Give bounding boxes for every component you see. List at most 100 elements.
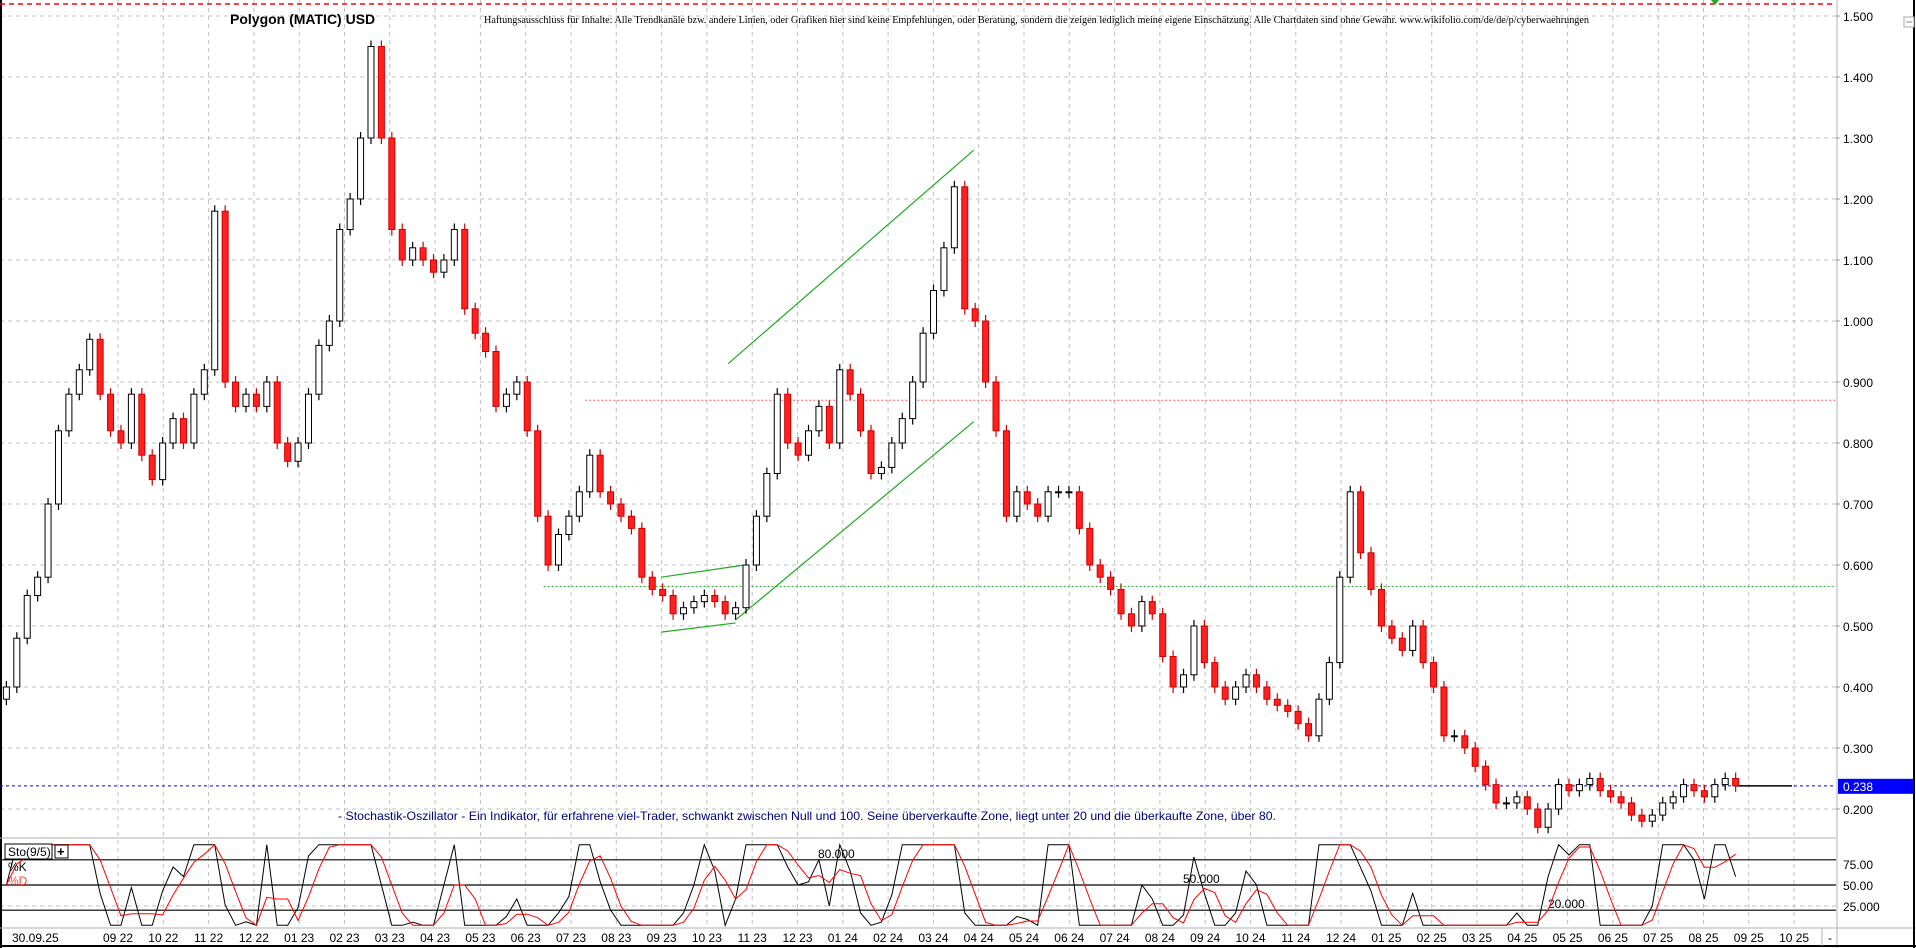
disclaimer-text: Haftungsausschluss für Inhalte: Alle Tre… [484,14,1589,26]
xtick-label: 02 24 [873,931,903,945]
candle-up [1648,814,1656,822]
candle-down [1252,674,1260,688]
candle-up [919,332,927,383]
candle-up [836,369,844,444]
xtick-label: 07 23 [556,931,586,945]
candle-down [252,393,260,407]
candle-up [294,442,302,462]
candle-down [284,442,292,462]
candle-down [1419,625,1427,664]
candle-down [1034,503,1042,517]
candle-down [1388,625,1396,639]
candle-down [1305,723,1313,737]
candle-up [1336,576,1344,664]
candle-down [607,491,615,505]
xtick-label: 11 24 [1281,931,1310,945]
candle-down [492,351,500,407]
candle-up [86,338,94,371]
candle-down [1565,784,1573,792]
xtick-label: 01 25 [1371,931,1401,945]
candle-down [544,515,552,566]
candle-down [523,381,531,432]
candle-down [429,259,437,273]
candle-down [1627,802,1635,816]
stoch-axis-label: 75.00 [1843,858,1873,872]
candle-down [857,393,865,432]
stochastic-panel: 80.000 50.000 20.000 75.00 50.00 25.000 [0,842,1880,928]
chart-title: Polygon (MATIC) USD [230,11,375,27]
candle-up [1575,784,1583,792]
candle-up [190,393,198,444]
ytick-label: 1.000 [1843,315,1873,329]
candle-down [1148,601,1156,615]
candle-up [1055,491,1063,494]
add-indicator-button[interactable] [54,844,69,859]
candle-down [1169,656,1177,688]
ytick-label: 0.900 [1843,376,1873,390]
candle-down [794,442,802,456]
xtick-label: 08 23 [601,931,631,945]
candle-down [971,308,979,322]
candle-up [554,534,562,566]
candle-down [1075,491,1083,529]
candle-up [680,607,688,615]
candle-down [232,381,240,407]
candle-down [1200,625,1208,664]
xtick-label: 01 23 [284,931,314,945]
ytick-label: 0.600 [1843,559,1873,573]
xtick-label: 03 24 [918,931,948,945]
candle-down [138,393,146,456]
last-price-badge [1838,778,1914,794]
candle-down [825,405,833,444]
candle-up [409,247,417,261]
candle-up [1721,778,1729,786]
xtick-label: 09 22 [103,931,133,945]
candle-down [1596,778,1604,792]
candle-down [961,186,969,310]
candle-up [815,405,823,432]
candle-down [627,515,635,529]
xtick-label: 09 24 [1190,931,1220,945]
candle-down [669,595,677,615]
candle-up [44,503,52,578]
candle-down [1638,814,1646,822]
xtick-label: 10 25 [1779,931,1809,945]
candle-down [711,595,719,603]
candle-up [1450,735,1458,738]
xtick-label: 06 23 [511,931,541,945]
candle-up [1544,808,1552,828]
candle-up [1013,491,1021,517]
candle-up [1232,686,1240,700]
xtick-label: 05 25 [1553,931,1583,945]
xtick-label: 06 24 [1054,931,1084,945]
candle-up [169,418,177,444]
candle-up [1325,662,1333,700]
xtick-label: 04 23 [420,931,450,945]
candle-down [1221,686,1229,700]
time-axis: 30.09.25 09 22 10 22 11 22 12 22 01 23 02 23 03… [12,928,1832,946]
xtick-label-first: 30.09.25 [12,931,59,945]
last-price-label: 0.238 [1843,780,1873,794]
candle-up [732,607,740,615]
candle-up [1409,625,1417,651]
xtick-label: 06 25 [1598,931,1628,945]
candle-up [888,442,896,468]
candle-up [877,466,885,474]
candle-up [575,491,583,517]
candle-up [1586,778,1594,786]
candle-up [200,369,208,395]
candle-down [1367,552,1375,590]
candle-up [1044,491,1052,517]
candle-down [721,601,729,615]
indicator-legend-box[interactable] [4,843,53,860]
candle-up [502,393,510,407]
candle-up [263,381,271,407]
d-legend: %D [8,874,28,888]
candle-down [1002,430,1010,517]
candle-down [784,393,792,444]
candle-down [1700,790,1708,798]
xtick-label: 03 23 [375,931,405,945]
candle-down [1107,576,1115,590]
stoch-axis-label: 50.00 [1843,879,1873,893]
